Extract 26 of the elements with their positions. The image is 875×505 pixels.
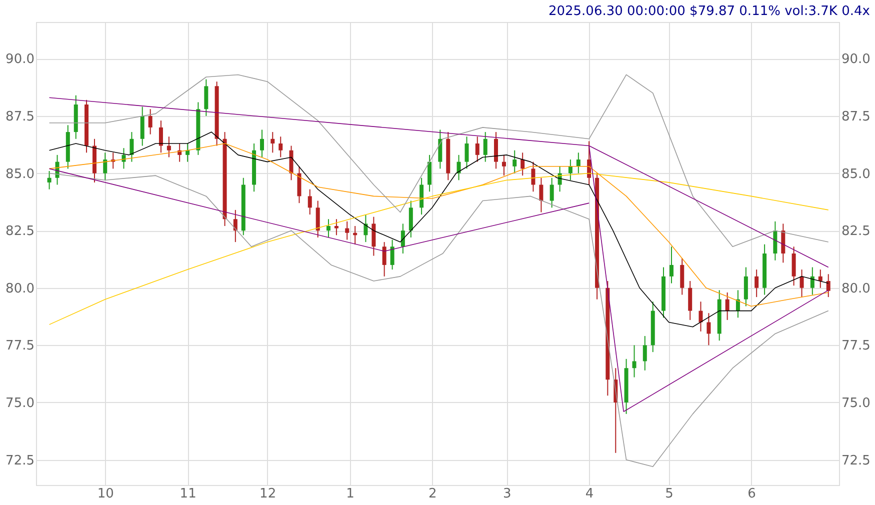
y-tick-label: 87.5 xyxy=(6,109,34,124)
x-tick-label: 10 xyxy=(97,486,114,502)
y-tick-label: 85.0 xyxy=(6,166,34,182)
y2-tick-label: 85.0 xyxy=(842,166,870,182)
x-tick-label: 11 xyxy=(180,486,196,502)
y-tick-label: 75.0 xyxy=(6,396,34,411)
y-tick-label: 82.5 xyxy=(6,224,34,240)
y-tick-label: 90.0 xyxy=(6,52,34,68)
y2-tick-label: 90.0 xyxy=(842,52,870,68)
text: 2025.06.30 00:00:00 $79.87 0.11% vol:3.7K 0.4x xyxy=(548,4,870,19)
y-tick-label: 72.5 xyxy=(6,453,34,468)
y2-tick-label: 72.5 xyxy=(842,453,870,468)
y2-tick-label: 80.0 xyxy=(842,281,870,296)
y-tick-label: 80.0 xyxy=(6,281,34,296)
x-tick-label: 1 xyxy=(346,486,354,502)
x-tick-label: 5 xyxy=(665,486,674,502)
y2-tick-label: 75.0 xyxy=(842,396,870,411)
y2-tick-label: 87.5 xyxy=(842,109,870,124)
x-tick-label: 6 xyxy=(748,486,756,502)
y2-tick-label: 77.5 xyxy=(842,338,870,354)
x-tick-label: 4 xyxy=(585,486,594,502)
x-tick-label: 2 xyxy=(428,486,437,502)
x-tick-label: 12 xyxy=(260,486,276,502)
y2-tick-label: 82.5 xyxy=(842,224,870,240)
y-tick-label: 77.5 xyxy=(6,338,34,354)
x-tick-label: 3 xyxy=(502,486,512,502)
